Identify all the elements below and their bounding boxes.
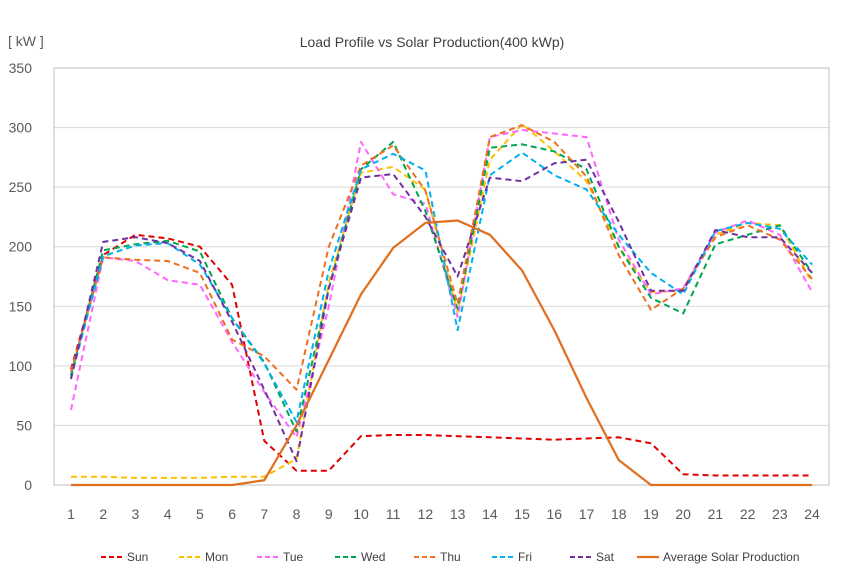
series-line-wed bbox=[70, 140, 813, 433]
x-tick-label: 8 bbox=[293, 506, 301, 522]
x-tick-label: 18 bbox=[611, 506, 627, 522]
legend: Sun Mon Tue Wed Thu Fri Sat Average Solar Produ… bbox=[101, 550, 800, 564]
x-tick-label: 15 bbox=[514, 506, 530, 522]
plot-border bbox=[53, 67, 830, 486]
x-tick-label: 23 bbox=[772, 506, 788, 522]
y-tick-label: 200 bbox=[9, 239, 33, 255]
legend-label-thu: Thu bbox=[440, 550, 461, 564]
x-tick-label: 19 bbox=[643, 506, 659, 522]
x-tick-label: 4 bbox=[164, 506, 172, 522]
x-tick-label: 5 bbox=[196, 506, 204, 522]
series-line-mon bbox=[71, 123, 813, 479]
series-line-thu bbox=[70, 124, 813, 391]
x-tick-labels: 1 2 3 4 5 6 7 8 9 10 11 12 13 14 15 16 17 18 19 20 21 22 23 24 bbox=[67, 506, 820, 522]
y-tick-label: 350 bbox=[9, 60, 33, 76]
y-tick-label: 150 bbox=[9, 298, 33, 314]
x-tick-label: 14 bbox=[482, 506, 498, 522]
chart-title: Load Profile vs Solar Production(400 kWp… bbox=[300, 34, 565, 50]
series-line-tue bbox=[70, 129, 813, 439]
y-tick-labels: 0 50 100 150 200 250 300 350 bbox=[9, 60, 33, 493]
x-tick-label: 9 bbox=[325, 506, 333, 522]
series-lines bbox=[70, 123, 813, 487]
x-tick-label: 24 bbox=[804, 506, 820, 522]
x-tick-label: 10 bbox=[353, 506, 369, 522]
x-tick-label: 13 bbox=[450, 506, 466, 522]
series-line-fri bbox=[70, 151, 813, 423]
series-line-average-solar-production bbox=[71, 219, 813, 487]
legend-label-fri: Fri bbox=[518, 550, 532, 564]
gridlines bbox=[53, 67, 830, 486]
legend-label-average-solar-production: Average Solar Production bbox=[663, 550, 800, 564]
legend-label-wed: Wed bbox=[361, 550, 385, 564]
legend-label-sun: Sun bbox=[127, 550, 148, 564]
series-line-sat bbox=[70, 158, 813, 463]
legend-label-tue: Tue bbox=[283, 550, 304, 564]
x-tick-label: 1 bbox=[67, 506, 75, 522]
legend-label-sat: Sat bbox=[596, 550, 615, 564]
x-tick-label: 7 bbox=[260, 506, 268, 522]
x-tick-label: 3 bbox=[132, 506, 140, 522]
x-tick-label: 22 bbox=[740, 506, 756, 522]
x-tick-label: 17 bbox=[579, 506, 595, 522]
y-tick-label: 0 bbox=[24, 477, 32, 493]
legend-label-mon: Mon bbox=[205, 550, 228, 564]
x-tick-label: 11 bbox=[386, 506, 401, 522]
x-tick-label: 6 bbox=[228, 506, 236, 522]
x-tick-label: 21 bbox=[708, 506, 724, 522]
y-tick-label: 250 bbox=[9, 179, 33, 195]
x-tick-label: 20 bbox=[675, 506, 691, 522]
y-tick-label: 300 bbox=[9, 120, 33, 136]
y-axis-label: [ kW ] bbox=[8, 33, 44, 49]
y-tick-label: 50 bbox=[16, 417, 32, 433]
y-tick-label: 100 bbox=[9, 358, 33, 374]
x-tick-label: 2 bbox=[99, 506, 107, 522]
x-tick-label: 12 bbox=[418, 506, 434, 522]
x-tick-label: 16 bbox=[547, 506, 563, 522]
series-line-sun bbox=[70, 233, 813, 477]
